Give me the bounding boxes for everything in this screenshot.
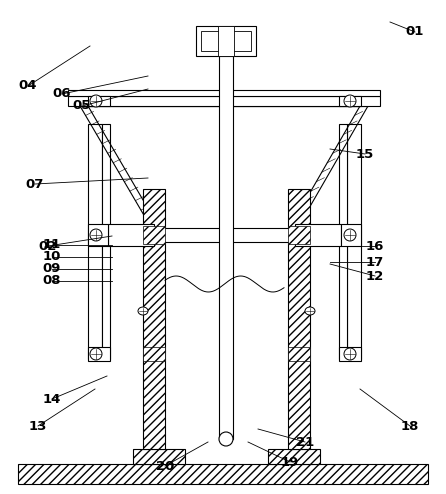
- Text: 07: 07: [26, 177, 44, 191]
- Circle shape: [219, 432, 233, 446]
- Text: 11: 11: [43, 239, 61, 251]
- Bar: [288, 347, 310, 361]
- Text: 19: 19: [281, 455, 299, 468]
- Text: 10: 10: [43, 250, 61, 263]
- Circle shape: [90, 348, 102, 360]
- Text: 05: 05: [73, 99, 91, 113]
- Bar: [268, 449, 320, 464]
- Text: 08: 08: [43, 275, 61, 288]
- Bar: [133, 449, 185, 464]
- Text: 02: 02: [39, 240, 57, 252]
- Bar: [154, 228, 295, 242]
- Bar: [143, 189, 165, 449]
- Bar: [341, 224, 361, 246]
- Circle shape: [90, 229, 102, 241]
- Bar: [143, 347, 165, 361]
- Text: 21: 21: [296, 436, 314, 449]
- Bar: [18, 464, 428, 484]
- Circle shape: [90, 95, 102, 107]
- Text: 04: 04: [19, 80, 37, 92]
- Circle shape: [344, 348, 356, 360]
- Circle shape: [344, 95, 356, 107]
- Text: 12: 12: [366, 270, 384, 283]
- Bar: [347, 124, 361, 359]
- Bar: [68, 96, 380, 106]
- Bar: [201, 31, 251, 51]
- Bar: [88, 96, 110, 106]
- Bar: [339, 124, 347, 359]
- Bar: [295, 224, 341, 246]
- Text: 14: 14: [43, 393, 61, 406]
- Bar: [288, 189, 310, 449]
- Bar: [196, 26, 256, 56]
- Bar: [88, 347, 110, 361]
- Text: 06: 06: [53, 87, 71, 100]
- Bar: [339, 96, 361, 106]
- Bar: [88, 224, 108, 246]
- Text: 15: 15: [356, 148, 374, 161]
- Text: 13: 13: [29, 419, 47, 433]
- Ellipse shape: [305, 307, 315, 315]
- Circle shape: [344, 229, 356, 241]
- Bar: [143, 226, 165, 244]
- Bar: [288, 226, 310, 244]
- Text: 01: 01: [406, 26, 424, 39]
- Text: 17: 17: [366, 255, 384, 269]
- Text: 16: 16: [366, 240, 384, 252]
- Bar: [108, 224, 154, 246]
- Ellipse shape: [138, 307, 148, 315]
- Text: 18: 18: [401, 419, 419, 433]
- Bar: [339, 347, 361, 361]
- Bar: [102, 124, 110, 359]
- Text: 20: 20: [156, 459, 174, 472]
- Text: 09: 09: [43, 262, 61, 276]
- Bar: [68, 90, 380, 96]
- Bar: [219, 49, 233, 439]
- Bar: [88, 124, 102, 359]
- Bar: [218, 26, 234, 56]
